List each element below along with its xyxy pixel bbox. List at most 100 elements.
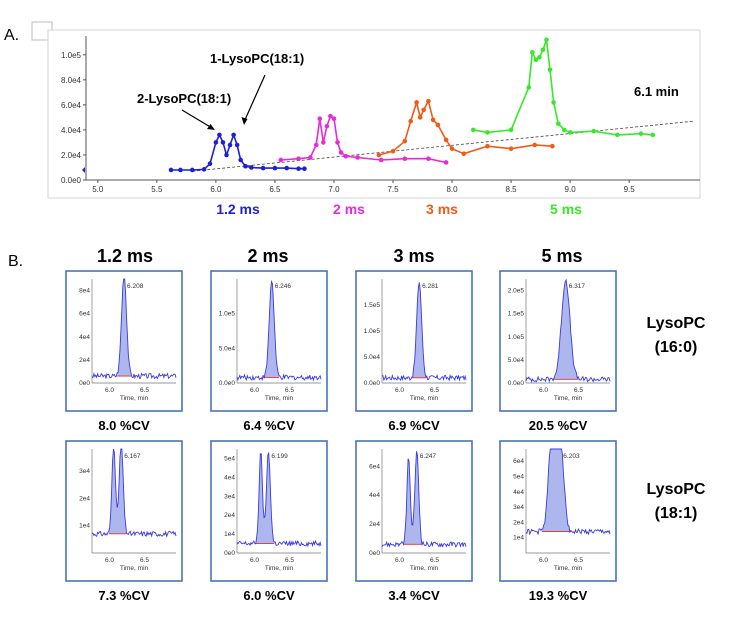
data-point [178, 167, 183, 173]
y-tick-label: 8.0e4 [61, 76, 82, 85]
data-point [321, 140, 326, 145]
cell-x-tick-label: 6.5 [140, 387, 149, 394]
data-point [343, 153, 349, 159]
cell-x-tick-label: 6.0 [250, 387, 259, 394]
row-label-line1: LysoPC [647, 481, 706, 498]
cell-y-tick-label: 0e0 [369, 550, 380, 557]
cv-value: 20.5 %CV [529, 418, 588, 433]
cell-y-tick-label: 5.0e4 [508, 357, 525, 364]
data-point [249, 165, 254, 170]
y-tick-label: 4.0e4 [61, 126, 82, 135]
data-point [530, 49, 535, 55]
cell-y-tick-label: 0e0 [79, 380, 90, 387]
peak-area [117, 279, 132, 377]
cell-x-tick-label: 6.0 [105, 387, 114, 394]
chromatogram-trace [91, 278, 177, 380]
data-point [547, 67, 553, 73]
annotation-1-lysopc: 1-LysoPC(18:1) [210, 51, 304, 66]
data-point [556, 121, 561, 126]
cell-x-axis-title: Time, min [410, 565, 439, 572]
cell-y-tick-label: 0.0e0 [364, 380, 381, 387]
cell-x-tick-label: 6.5 [574, 387, 583, 394]
cell-y-tick-label: 1e4 [224, 531, 235, 538]
data-point [426, 98, 431, 104]
arrow-1-lysopc [243, 74, 266, 123]
chromatogram-trace [381, 282, 467, 382]
cell-x-tick-label: 6.0 [539, 387, 548, 394]
data-point [449, 146, 455, 151]
x-tick-label: 5.0 [92, 185, 104, 194]
cell-x-tick-label: 6.0 [539, 557, 548, 564]
data-point [238, 157, 243, 163]
x-tick-label: 7.5 [387, 185, 399, 194]
cell-y-tick-label: 6e4 [513, 458, 524, 465]
cell-y-tick-label: 3e4 [513, 504, 524, 511]
panel-a-chart: 5.0 5.5 6.0 6.5 7.0 7.5 8.0 8.5 9.0 9.5 0.0e0 2.0e4… [47, 29, 701, 217]
data-point [390, 148, 396, 154]
cell-y-tick-label: 1.5e5 [508, 311, 525, 318]
peak-area [108, 449, 127, 534]
annotation-6-1-min: 6.1 min [634, 84, 679, 99]
axis-marker-icon [82, 166, 85, 173]
chromatogram-trace [381, 451, 467, 548]
data-point [421, 107, 427, 113]
data-point [532, 142, 537, 148]
cell-x-tick-label: 6.0 [395, 557, 404, 564]
cell-x-tick-label: 6.5 [430, 557, 439, 564]
data-point [485, 130, 490, 135]
arrow-2-lysopc [181, 109, 213, 129]
data-point [189, 167, 195, 173]
cell-y-tick-label: 5e4 [224, 455, 235, 462]
cv-value: 8.0 %CV [98, 418, 150, 433]
cell-y-tick-label: 0e0 [224, 550, 235, 557]
data-point [551, 100, 556, 105]
cell-x-axis-title: Time, min [554, 395, 583, 402]
data-point [272, 165, 278, 171]
peak-area [553, 280, 579, 381]
dwell-time-label: 1.2 ms [216, 201, 260, 217]
column-header: 5 ms [541, 246, 582, 266]
panel-a-label: A. [4, 27, 19, 44]
cell-y-tick-label: 3e4 [79, 468, 90, 475]
cell-y-tick-label: 5.0e4 [364, 354, 381, 361]
x-tick-label: 7.0 [328, 185, 340, 194]
data-point [355, 155, 360, 160]
arrowhead-icon [207, 124, 215, 130]
chromatogram-trace [91, 448, 177, 538]
cell-y-tick-label: 3e4 [224, 493, 235, 500]
data-point [328, 113, 333, 119]
peak-rt-label: 6.208 [127, 283, 144, 290]
y-tick-label: 2.0e4 [61, 151, 82, 160]
data-point [414, 100, 419, 105]
cv-value: 7.3 %CV [98, 588, 150, 603]
peak-rt-label: 6.247 [420, 453, 437, 460]
cell-x-axis-title: Time, min [120, 565, 149, 572]
x-tick-label: 6.0 [210, 185, 222, 194]
data-point [537, 54, 542, 60]
cv-value: 6.9 %CV [388, 418, 440, 433]
data-point [213, 140, 219, 145]
cell-y-tick-label: 2e4 [79, 357, 90, 364]
cell-y-tick-label: 4e4 [369, 492, 380, 499]
data-point [540, 47, 546, 53]
annotation-2-lysopc: 2-LysoPC(18:1) [137, 91, 231, 106]
cell-x-axis-title: Time, min [265, 395, 294, 402]
peak-rt-label: 6.199 [271, 453, 288, 460]
row-label-line1: LysoPC [647, 315, 706, 332]
x-tick-label: 8.0 [446, 185, 458, 194]
cv-value: 6.4 %CV [243, 418, 295, 433]
trend-line [192, 120, 695, 172]
dwell-time-label: 3 ms [426, 201, 458, 217]
peak-rt-label: 6.281 [422, 283, 439, 290]
data-point [378, 157, 384, 163]
cell-y-tick-label: 8e4 [79, 288, 90, 295]
data-point [408, 118, 414, 124]
data-point [296, 166, 301, 172]
peak-rt-label: 6.317 [569, 283, 586, 290]
